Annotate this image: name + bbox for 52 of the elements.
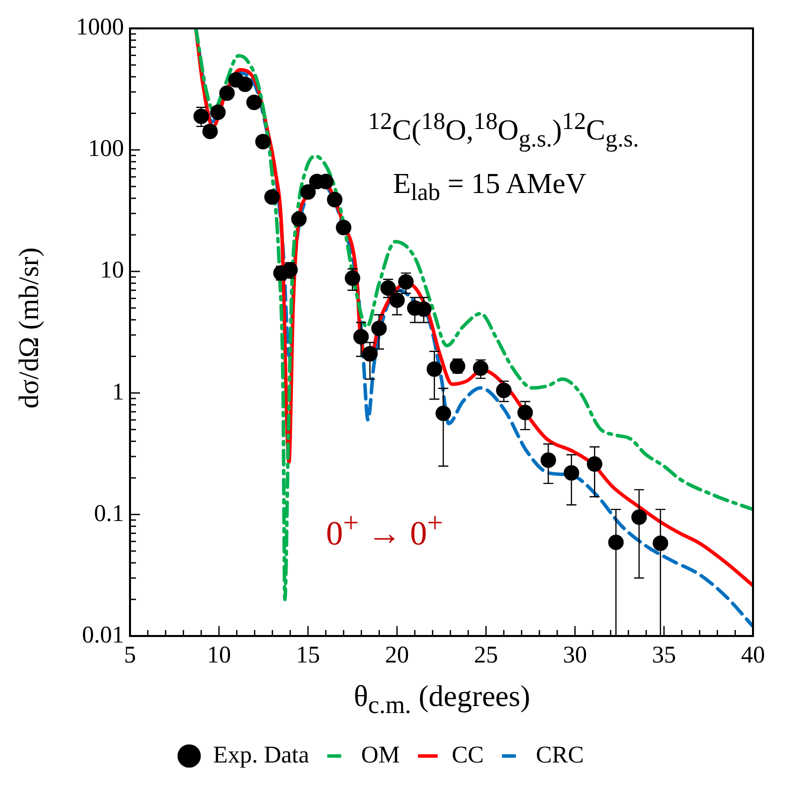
point (371, 320, 387, 336)
point (193, 108, 209, 124)
point (202, 124, 218, 140)
point (586, 456, 602, 472)
point (564, 465, 580, 481)
annotation: 0$^{+}$ → 0$^{+}$ (326, 508, 443, 554)
point (219, 85, 235, 101)
point (540, 452, 556, 468)
point (300, 184, 316, 200)
y-tick-label: 100 (88, 136, 124, 162)
text: $^{12}$C($^{18}$O,$^{18}$O$_{g.s.}$)$^{12}$C$_{g.s.}$ (368, 108, 639, 152)
point (353, 329, 369, 345)
y-axis-title: dσ/dΩ (mb/sr) (14, 247, 46, 409)
point (496, 382, 512, 398)
legend-label: CRC (536, 742, 584, 768)
point (344, 270, 360, 286)
legend-label: CC (452, 742, 484, 768)
annotation: E$_{lab}$ = 15 AMeV (393, 168, 586, 207)
x-tick-label: 10 (207, 642, 231, 669)
point (631, 509, 647, 525)
x-tick-label: 40 (741, 642, 765, 669)
point (336, 220, 352, 236)
y-tick-label: 10 (100, 258, 124, 284)
point (210, 104, 226, 120)
x-tick-label: 20 (385, 642, 409, 669)
x-tick-label: 35 (652, 642, 676, 669)
legend-label: Exp. Data (213, 742, 310, 768)
point (264, 189, 280, 205)
y-tick-label: 1 (112, 379, 124, 406)
point (237, 76, 253, 92)
point (246, 94, 262, 110)
y-tick-label: 0.1 (94, 500, 124, 527)
x-tick-label: 25 (474, 642, 498, 669)
point (362, 346, 378, 362)
x-tick-label: 30 (563, 642, 587, 669)
point (517, 404, 533, 420)
x-tick-label: 5 (124, 642, 136, 669)
x-axis-title: θ$_{c.m.}$ (degrees) (354, 680, 530, 720)
legend-label: OM (361, 742, 400, 768)
point (398, 274, 414, 290)
y-tick-label: 0.01 (82, 622, 124, 648)
point (472, 360, 488, 376)
point (608, 534, 624, 550)
point (255, 134, 271, 150)
point (389, 292, 405, 308)
point (326, 192, 342, 208)
point (426, 361, 442, 377)
point (436, 406, 452, 422)
point (652, 535, 668, 551)
point (291, 211, 307, 227)
x-tick-label: 15 (296, 642, 320, 669)
y-tick-label: 1000 (76, 14, 124, 41)
